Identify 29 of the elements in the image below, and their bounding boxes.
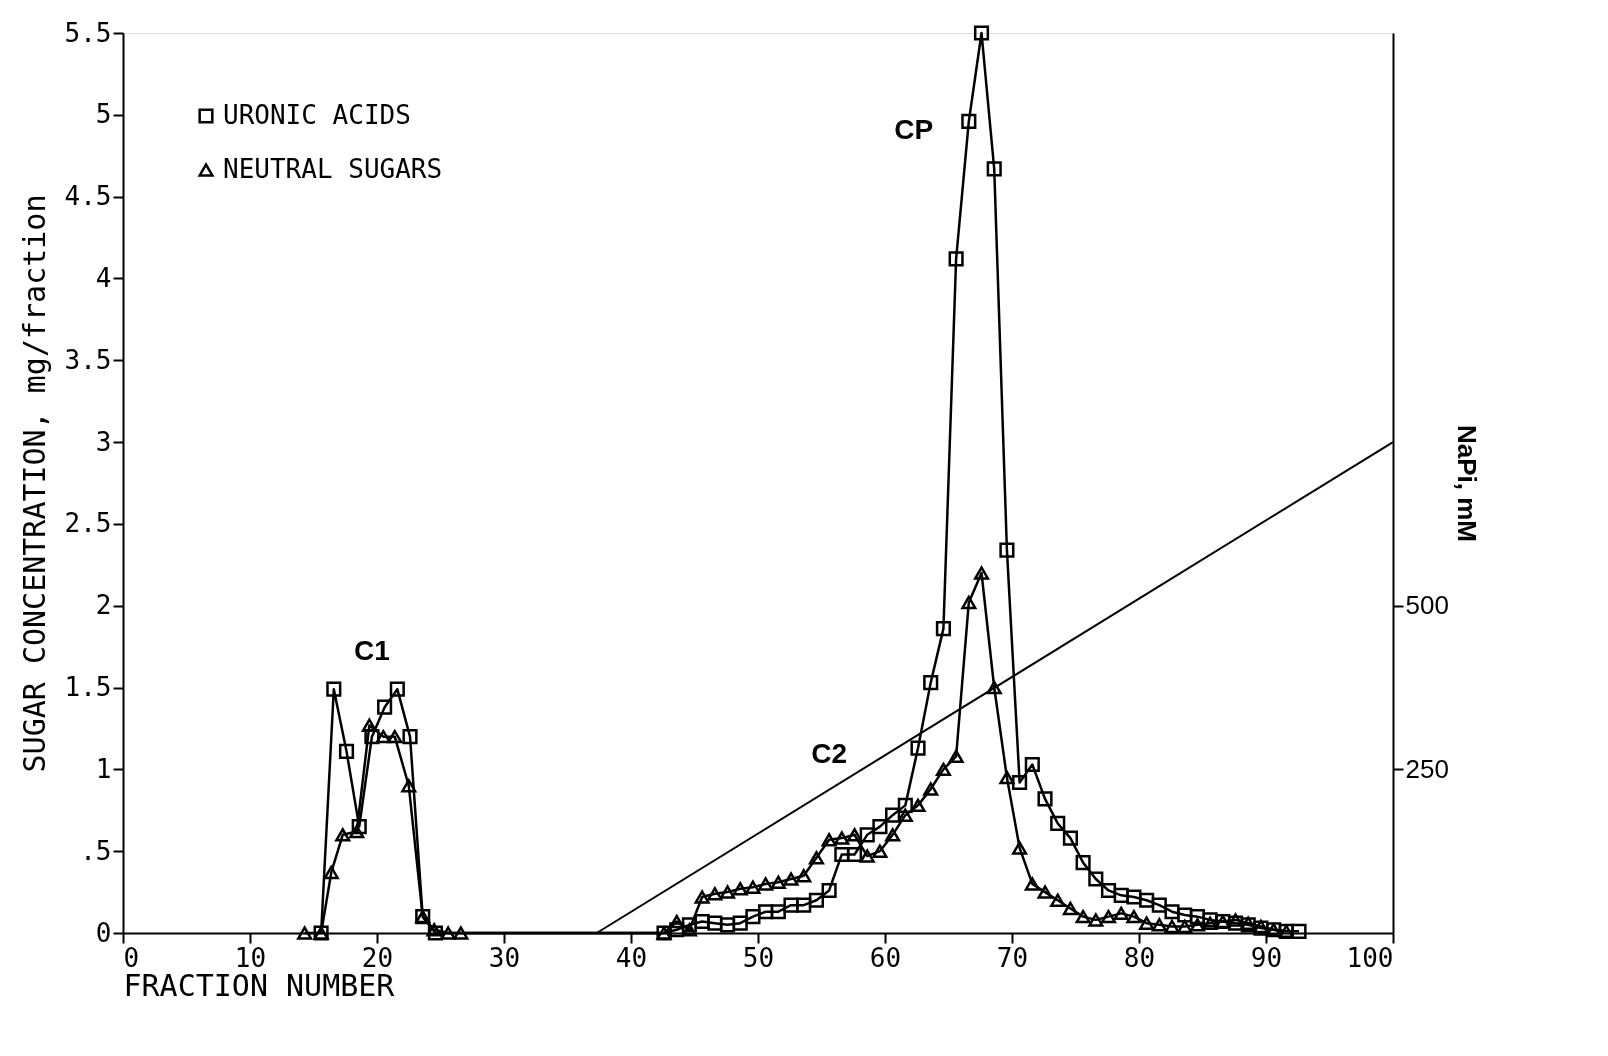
annotation: C2 — [811, 737, 848, 769]
y-tick-label: .5 — [80, 835, 112, 866]
x-tick-label: 30 — [488, 942, 521, 973]
annotation: C1 — [354, 634, 390, 666]
y-axis-title: SUGAR CONCENTRATION, mg/fraction — [16, 194, 52, 773]
x-tick-label: 90 — [1250, 942, 1283, 973]
y-tick-label: 3.5 — [64, 344, 112, 375]
y-tick-label: 2.5 — [64, 508, 112, 539]
y-tick-label: 2 — [95, 590, 112, 621]
y2-tick-label: 250 — [1405, 753, 1449, 784]
x-tick-label: 100 — [1346, 942, 1394, 973]
legend-label: NEUTRAL SUGARS — [223, 154, 443, 184]
x-tick-label: 60 — [869, 942, 902, 973]
x-tick-label: 50 — [742, 942, 775, 973]
y-tick-label: 4.5 — [64, 181, 112, 212]
y-tick-label: 5 — [95, 99, 112, 130]
y2-axis-title: NaPi, mM — [1451, 424, 1482, 543]
annotation: CP — [894, 114, 934, 146]
y-tick-label: 5.5 — [64, 17, 112, 48]
legend-label: URONIC ACIDS — [223, 100, 411, 130]
x-tick-label: 40 — [615, 942, 648, 973]
y-tick-label: 3 — [95, 426, 112, 457]
y-tick-label: 4 — [95, 262, 112, 293]
y-tick-label: 0 — [95, 917, 112, 948]
y-tick-label: 1.5 — [64, 672, 112, 703]
x-tick-label: 70 — [996, 942, 1029, 973]
y-tick-label: 1 — [95, 753, 112, 784]
y2-tick-label: 500 — [1405, 590, 1449, 621]
x-tick-label: 80 — [1123, 942, 1156, 973]
